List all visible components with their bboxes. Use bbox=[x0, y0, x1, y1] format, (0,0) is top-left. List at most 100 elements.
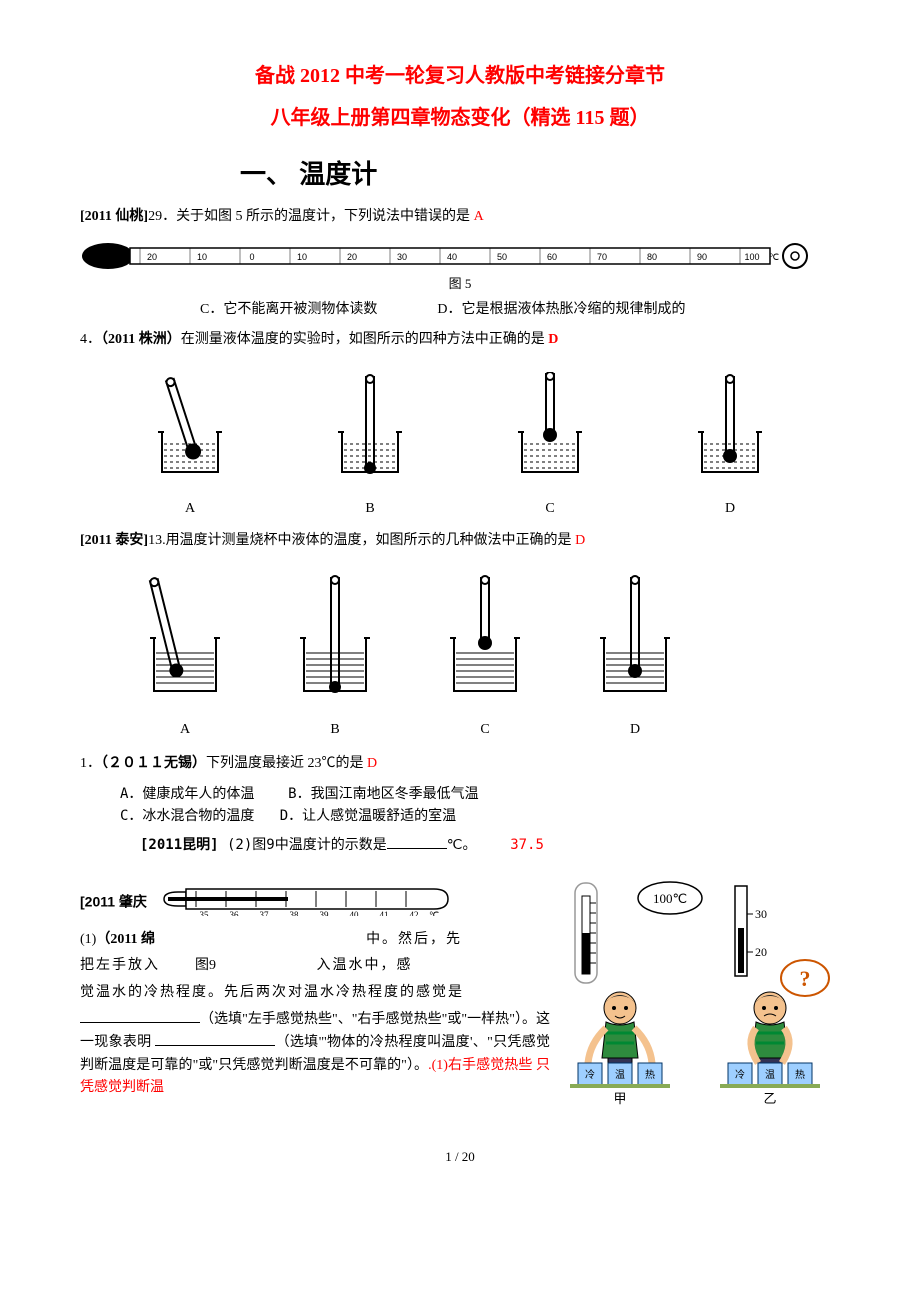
beaker-a: A bbox=[150, 372, 230, 521]
beaker-thermometer-b-icon bbox=[330, 372, 410, 482]
beaker-c: C bbox=[510, 372, 590, 521]
beaker-thermometer-a-icon bbox=[150, 372, 230, 482]
cup-label: 冷 bbox=[585, 1068, 595, 1081]
beaker2-d: D bbox=[590, 573, 680, 742]
q1-source: [2011 仙桃] bbox=[80, 209, 148, 224]
bottom-text-column: [2011 肇庆 35 36 37 bbox=[80, 878, 550, 1103]
horizontal-thermometer-icon: 20 10 0 10 20 30 40 50 60 70 80 90 100 ℃ bbox=[80, 236, 820, 276]
cup-label: 温 bbox=[765, 1069, 775, 1081]
tick-label: 10 bbox=[197, 252, 207, 262]
q3-stem-line: [2011 泰安]13.用温度计测量烧杯中液体的温度，如图所示的几种做法中正确的… bbox=[80, 530, 840, 552]
ct-tick: 41 bbox=[380, 910, 389, 916]
beaker2-b-icon bbox=[290, 573, 380, 703]
ct-tick: 35 bbox=[200, 910, 210, 916]
cartoon-boy-left bbox=[588, 992, 652, 1070]
q4-option-a: A．健康成年人的体温 bbox=[120, 786, 254, 802]
q7-line1b: 中。然后，先 bbox=[366, 932, 462, 947]
beaker-thermometer-d-icon bbox=[690, 372, 770, 482]
beaker-a-label: A bbox=[150, 498, 230, 520]
beaker-b-label: B bbox=[330, 498, 410, 520]
ct-tick: 37 bbox=[260, 910, 270, 916]
tick-label: 10 bbox=[297, 252, 307, 262]
tick-label: 70 bbox=[597, 252, 607, 262]
beaker-c-label: C bbox=[510, 498, 590, 520]
q4-answer: D bbox=[367, 756, 377, 771]
thermometer-figure: 20 10 0 10 20 30 40 50 60 70 80 90 100 ℃… bbox=[80, 236, 840, 295]
beaker2-d-label: D bbox=[590, 719, 680, 741]
q4-options-ab: A．健康成年人的体温 B．我国江南地区冬季最低气温 bbox=[120, 783, 840, 805]
beaker2-a-label: A bbox=[140, 719, 230, 741]
ct-tick: 42 bbox=[410, 910, 419, 916]
tick-label: 20 bbox=[147, 252, 157, 262]
tick-unit: ℃ bbox=[769, 252, 779, 262]
q2-stem-line: 4．（2011 株洲）在测量液体温度的实验时，如图所示的四种方法中正确的是 D bbox=[80, 329, 840, 351]
tick-label: 80 bbox=[647, 252, 657, 262]
cartoon-right-label: 乙 bbox=[763, 1091, 776, 1106]
beaker-b: B bbox=[330, 372, 410, 521]
beaker2-b-label: B bbox=[290, 719, 380, 741]
q7-line2a: 把左手放入 bbox=[80, 958, 160, 973]
figure-5-label: 图 5 bbox=[80, 274, 840, 295]
q7-source: （2011 绵 bbox=[96, 932, 155, 947]
tick-label: 20 bbox=[347, 252, 357, 262]
q4-stem-line: 1．（２０１１无锡）下列温度最接近 23℃的是 D bbox=[80, 752, 840, 775]
q1-answer: A bbox=[474, 209, 484, 224]
tick-label: 50 bbox=[497, 252, 507, 262]
tick-label: 100 bbox=[744, 252, 759, 262]
q3-stem: 用温度计测量烧杯中液体的温度，如图所示的几种做法中正确的是 bbox=[166, 533, 576, 548]
q5-blank bbox=[387, 834, 447, 849]
thermo-mark-30: 30 bbox=[755, 907, 767, 921]
q5-answer: 37.5 bbox=[510, 837, 544, 853]
tick-label: 40 bbox=[447, 252, 457, 262]
cartoon-figure-icon: 100℃ 30 20 ? bbox=[560, 878, 840, 1108]
beaker2-a: A bbox=[140, 573, 230, 742]
tick-label: 90 bbox=[697, 252, 707, 262]
page-footer: 1 / 20 bbox=[80, 1147, 840, 1168]
q3-answer: D bbox=[575, 533, 585, 548]
q4-option-b: B．我国江南地区冬季最低气温 bbox=[288, 786, 478, 802]
ct-tick: 38 bbox=[290, 910, 300, 916]
figure-9-label: 图9 bbox=[166, 955, 246, 977]
thermo-100c-label: 100℃ bbox=[653, 891, 687, 906]
q1-num: 29． bbox=[148, 209, 176, 224]
q1-stem-line: [2011 仙桃]29．关于如图 5 所示的温度计，下列说法中错误的是 A bbox=[80, 206, 840, 228]
q5-stem: (2)图9中温度计的示数是 bbox=[219, 837, 387, 853]
q2-stem: 在测量液体温度的实验时，如图所示的四种方法中正确的是 bbox=[181, 332, 549, 347]
cartoon-left-label: 甲 bbox=[613, 1091, 626, 1106]
cup-label: 冷 bbox=[735, 1068, 745, 1081]
bottom-block: [2011 肇庆 35 36 37 bbox=[80, 878, 840, 1116]
q4-option-c: C．冰水混合物的温度 bbox=[120, 808, 254, 824]
q4-num: 1． bbox=[80, 756, 101, 771]
cartoon-boy-right bbox=[751, 992, 789, 1070]
beaker-d: D bbox=[690, 372, 770, 521]
q4-source: （２０１１无锡） bbox=[101, 755, 206, 771]
beaker-row-1: A B bbox=[80, 372, 840, 521]
beaker2-c-icon bbox=[440, 573, 530, 703]
thermo-mark-20: 20 bbox=[755, 945, 767, 959]
tick-label: 60 bbox=[547, 252, 557, 262]
clinical-thermometer-icon: 35 36 37 38 39 40 41 42 ℃ bbox=[156, 882, 456, 916]
q7-blank2 bbox=[155, 1031, 275, 1046]
q7-line3: 觉温水的冷热程度。先后两次对温水冷热程度的感觉是 bbox=[80, 982, 550, 1004]
beaker2-b: B bbox=[290, 573, 380, 742]
q7-line2b: 入温水中，感 bbox=[317, 958, 413, 973]
q6-source: [2011 肇庆 bbox=[80, 894, 147, 910]
svg-text:?: ? bbox=[800, 966, 811, 991]
q2-num: 4． bbox=[80, 332, 101, 347]
q5-unit: ℃。 bbox=[447, 837, 477, 853]
q7-blank1 bbox=[80, 1008, 200, 1023]
q1-options-cd: C．它不能离开被测物体读数 D．它是根据液体热胀冷缩的规律制成的 bbox=[200, 299, 840, 321]
beaker2-c-label: C bbox=[440, 719, 530, 741]
q1-stem: 关于如图 5 所示的温度计，下列说法中错误的是 bbox=[176, 209, 474, 224]
ct-tick: 36 bbox=[230, 910, 240, 916]
beaker-row-2: A B bbox=[140, 573, 840, 742]
q4-stem: 下列温度最接近 23℃的是 bbox=[206, 756, 367, 771]
q1-option-c: C．它不能离开被测物体读数 bbox=[200, 299, 377, 321]
q5-source: [2011昆明] bbox=[140, 837, 219, 853]
ct-tick: 40 bbox=[350, 910, 360, 916]
q7-prefix: (1) bbox=[80, 932, 96, 947]
q4-option-d: D．让人感觉温暖舒适的室温 bbox=[280, 808, 456, 824]
beaker2-d-icon bbox=[590, 573, 680, 703]
tick-label: 30 bbox=[397, 252, 407, 262]
page-subtitle: 八年级上册第四章物态变化（精选 115 题） bbox=[80, 102, 840, 134]
